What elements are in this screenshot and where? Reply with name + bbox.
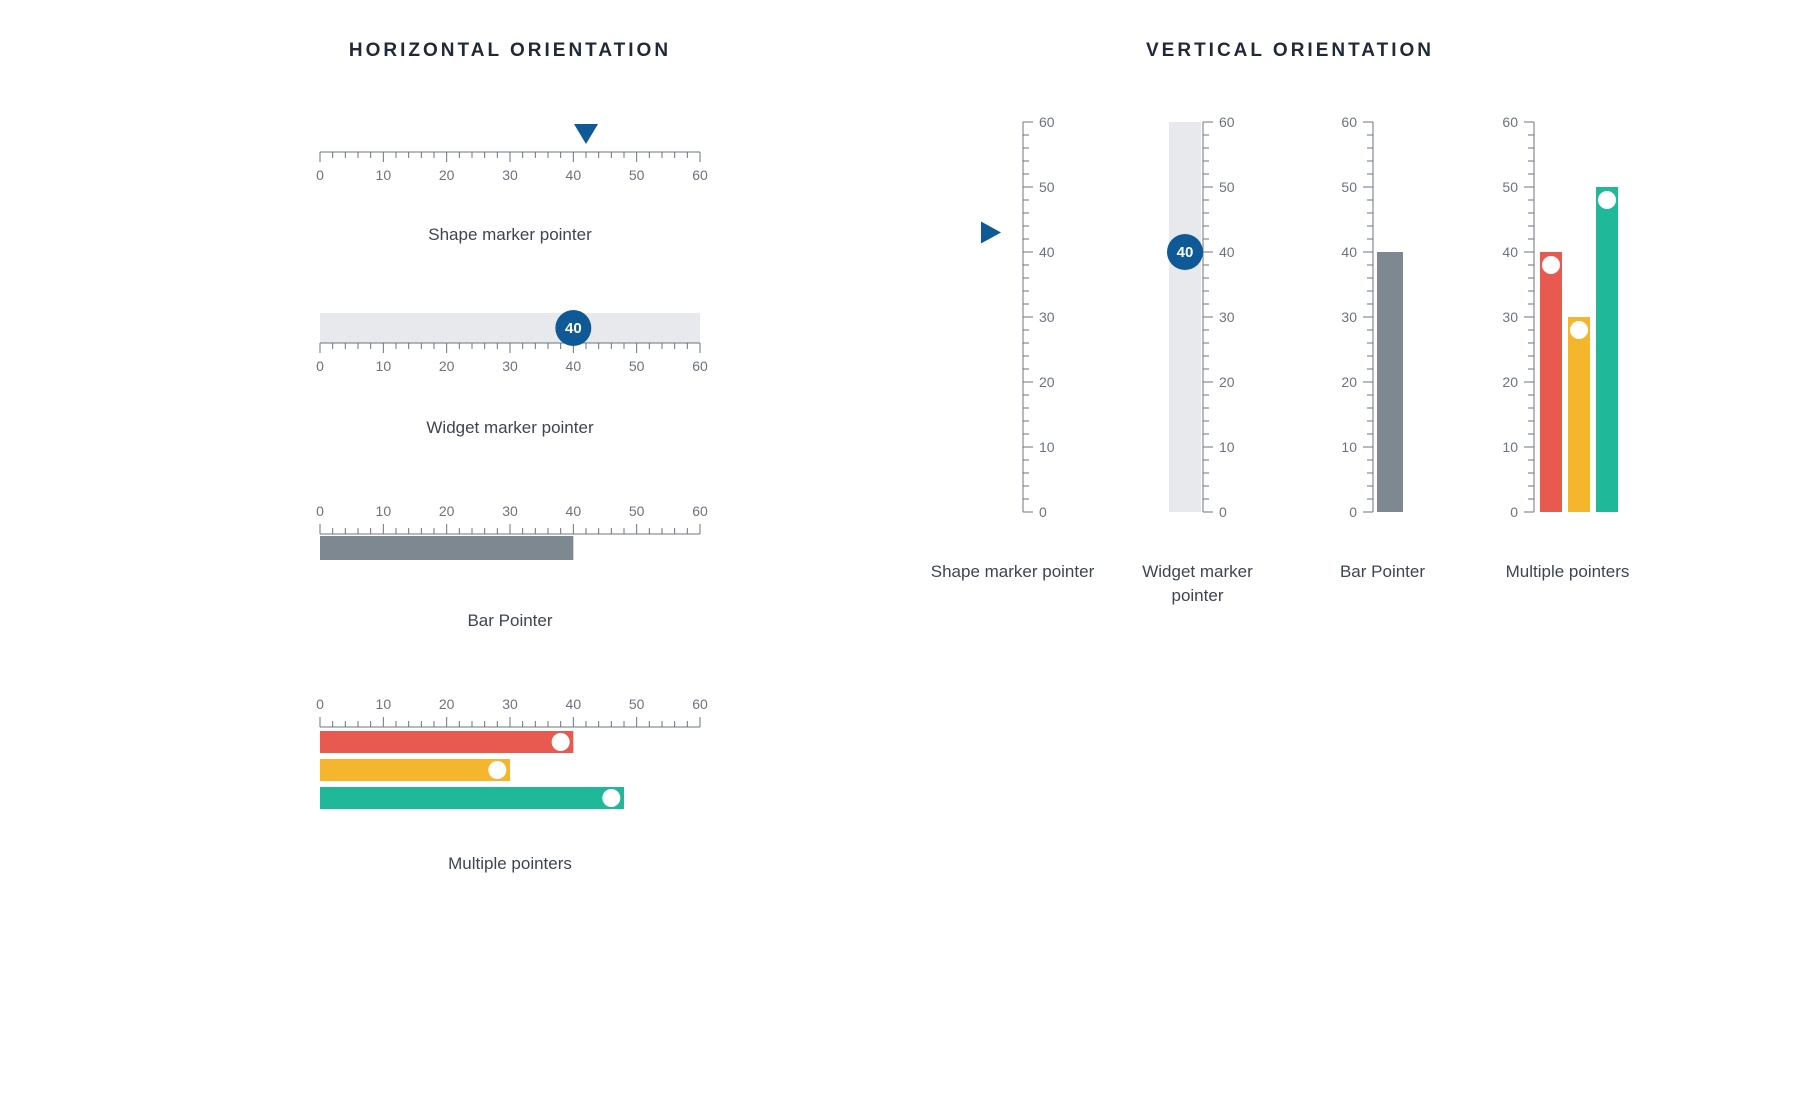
svg-text:50: 50 (1219, 179, 1235, 195)
svg-text:40: 40 (565, 320, 582, 337)
multi-marker (1570, 321, 1588, 339)
svg-text:50: 50 (1502, 179, 1518, 195)
svg-text:10: 10 (1341, 439, 1357, 455)
svg-text:60: 60 (692, 696, 708, 712)
h-shape-marker-gauge: 0 10 20 30 40 50 60 Shape marker pointer (300, 112, 720, 245)
vertical-title: VERTICAL ORIENTATION (930, 40, 1650, 62)
svg-text:0: 0 (316, 167, 324, 183)
svg-text:0: 0 (1510, 504, 1518, 520)
triangle-right-icon (981, 222, 1001, 244)
svg-text:40: 40 (1039, 244, 1055, 260)
svg-text:40: 40 (1176, 244, 1193, 261)
svg-text:50: 50 (629, 358, 645, 374)
svg-text:20: 20 (1341, 374, 1357, 390)
multi-bar (1568, 317, 1590, 512)
svg-text:30: 30 (502, 167, 518, 183)
v-bar-pointer-gauge: 0 10 20 30 40 50 60 Bar Pointer (1300, 112, 1465, 608)
h-widget-caption: Widget marker pointer (300, 418, 720, 438)
svg-text:40: 40 (566, 696, 582, 712)
svg-text:60: 60 (1039, 114, 1055, 130)
svg-text:50: 50 (629, 696, 645, 712)
svg-text:0: 0 (316, 358, 324, 374)
svg-text:10: 10 (376, 167, 392, 183)
svg-text:0: 0 (1219, 504, 1227, 520)
svg-text:20: 20 (439, 503, 455, 519)
v-multi-caption: Multiple pointers (1506, 560, 1630, 584)
v-shape-caption: Shape marker pointer (931, 560, 1094, 584)
svg-text:30: 30 (502, 358, 518, 374)
svg-text:0: 0 (316, 696, 324, 712)
svg-text:40: 40 (1502, 244, 1518, 260)
svg-text:0: 0 (316, 503, 324, 519)
svg-text:60: 60 (692, 503, 708, 519)
svg-text:20: 20 (1219, 374, 1235, 390)
svg-text:20: 20 (439, 358, 455, 374)
svg-text:60: 60 (692, 358, 708, 374)
v-widget-marker-gauge: 0 10 20 30 40 50 60 40 Widget marker pointer (1115, 112, 1280, 608)
svg-text:30: 30 (502, 696, 518, 712)
svg-text:60: 60 (692, 167, 708, 183)
v-bar-caption: Bar Pointer (1340, 560, 1425, 584)
svg-text:40: 40 (1219, 244, 1235, 260)
svg-text:20: 20 (1502, 374, 1518, 390)
h-bar-caption: Bar Pointer (300, 611, 720, 631)
v-shape-marker-gauge: 0 10 20 30 40 50 60 Shape marker pointer (930, 112, 1095, 608)
multi-marker (1542, 256, 1560, 274)
svg-text:30: 30 (1039, 309, 1055, 325)
h-multi-caption: Multiple pointers (300, 854, 720, 874)
bar-pointer-bar (1377, 252, 1403, 512)
horizontal-column: HORIZONTAL ORIENTATION 0 10 20 30 40 50 60 Sha… (150, 40, 870, 934)
svg-text:40: 40 (566, 503, 582, 519)
svg-text:60: 60 (1219, 114, 1235, 130)
v-multiple-pointers-gauge: 0 10 20 30 40 50 60 Multiple pointers (1485, 112, 1650, 608)
h-shape-caption: Shape marker pointer (300, 225, 720, 245)
multi-marker (488, 761, 506, 779)
svg-text:10: 10 (1502, 439, 1518, 455)
multi-marker (1598, 191, 1616, 209)
svg-text:60: 60 (1341, 114, 1357, 130)
multi-bar (320, 759, 510, 781)
svg-text:40: 40 (1341, 244, 1357, 260)
svg-text:10: 10 (1039, 439, 1055, 455)
multi-marker (552, 733, 570, 751)
h-bar-pointer-gauge: 0 10 20 30 40 50 60 Bar Pointer (300, 498, 720, 631)
svg-text:40: 40 (566, 358, 582, 374)
svg-text:60: 60 (1502, 114, 1518, 130)
svg-text:20: 20 (1039, 374, 1055, 390)
svg-text:10: 10 (376, 503, 392, 519)
multi-marker (602, 789, 620, 807)
svg-text:30: 30 (1341, 309, 1357, 325)
svg-text:10: 10 (1219, 439, 1235, 455)
bar-pointer-bar (320, 536, 573, 560)
svg-text:30: 30 (502, 503, 518, 519)
h-multiple-pointers-gauge: 0 10 20 30 40 50 60 Multiple pointers (300, 691, 720, 874)
v-widget-caption: Widget marker pointer (1115, 560, 1280, 608)
svg-text:20: 20 (439, 167, 455, 183)
svg-text:10: 10 (376, 696, 392, 712)
svg-text:50: 50 (629, 167, 645, 183)
multi-bar (1540, 252, 1562, 512)
multi-bar (320, 731, 573, 753)
multi-bar (1596, 187, 1618, 512)
svg-text:0: 0 (1349, 504, 1357, 520)
svg-text:50: 50 (1039, 179, 1055, 195)
svg-text:30: 30 (1219, 309, 1235, 325)
svg-text:10: 10 (376, 358, 392, 374)
h-widget-marker-gauge: 0 10 20 30 40 50 60 40 Widget marker pointer (300, 305, 720, 438)
svg-text:30: 30 (1502, 309, 1518, 325)
vertical-column: VERTICAL ORIENTATION 0 10 20 30 40 50 60 Shape… (930, 40, 1650, 934)
svg-text:40: 40 (566, 167, 582, 183)
svg-text:0: 0 (1039, 504, 1047, 520)
svg-text:50: 50 (1341, 179, 1357, 195)
svg-text:50: 50 (629, 503, 645, 519)
horizontal-title: HORIZONTAL ORIENTATION (150, 40, 870, 62)
triangle-down-icon (574, 124, 598, 144)
svg-text:20: 20 (439, 696, 455, 712)
multi-bar (320, 787, 624, 809)
